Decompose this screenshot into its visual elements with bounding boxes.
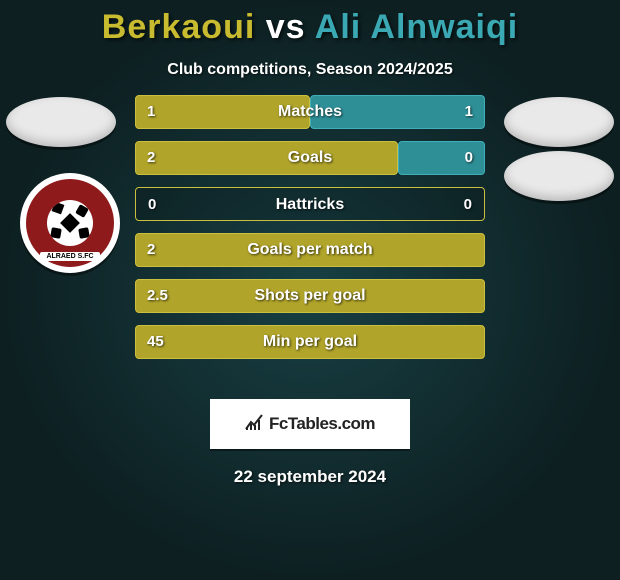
stat-row: Min per goal45 <box>135 325 485 359</box>
club-badge-inner: ALRAED S.FC <box>26 179 114 267</box>
date: 22 september 2024 <box>0 467 620 487</box>
stat-value-right: 0 <box>452 188 484 222</box>
player2-name: Ali Alnwaiqi <box>315 8 518 46</box>
player2-avatar <box>504 97 614 147</box>
vs-text: vs <box>266 8 306 46</box>
stat-value-right: 0 <box>453 141 485 175</box>
club-badge: ALRAED S.FC <box>20 173 120 273</box>
watermark: FcTables.com <box>210 399 410 449</box>
stat-label: Goals <box>135 141 485 175</box>
stat-row: Shots per goal2.5 <box>135 279 485 313</box>
stat-label: Matches <box>135 95 485 129</box>
stat-value-left: 1 <box>135 95 167 129</box>
player1-name: Berkaoui <box>102 8 256 46</box>
stat-bars: Matches11Goals20Hattricks00Goals per mat… <box>135 95 485 371</box>
stat-value-left: 2 <box>135 141 167 175</box>
stat-value-left: 2 <box>135 233 167 267</box>
stat-row: Matches1 1 <box>135 95 485 129</box>
comparison-stage: ALRAED S.FC Matches11Goals20Hattricks00G… <box>0 113 620 373</box>
comparison-title: Berkaoui vs Ali Alnwaiqi <box>0 0 620 47</box>
stat-value-left: 0 <box>136 188 168 222</box>
club-ribbon: ALRAED S.FC <box>40 252 100 261</box>
player1-avatar <box>6 97 116 147</box>
watermark-text: FcTables.com <box>269 414 375 434</box>
stat-value-left: 45 <box>135 325 176 359</box>
stat-row: Goals2 0 <box>135 141 485 175</box>
stat-label: Goals per match <box>135 233 485 267</box>
stat-label: Hattricks <box>136 188 484 222</box>
stat-row: Hattricks0 0 <box>135 187 485 221</box>
player2-avatar-secondary <box>504 151 614 201</box>
stat-label: Shots per goal <box>135 279 485 313</box>
stat-label: Min per goal <box>135 325 485 359</box>
stat-row: Goals per match2 <box>135 233 485 267</box>
club-name: ALRAED S.FC <box>46 253 93 260</box>
stat-value-left: 2.5 <box>135 279 180 313</box>
chart-icon <box>245 414 263 435</box>
stat-value-right: 1 <box>453 95 485 129</box>
soccer-ball-icon <box>47 200 93 246</box>
subtitle: Club competitions, Season 2024/2025 <box>0 61 620 79</box>
